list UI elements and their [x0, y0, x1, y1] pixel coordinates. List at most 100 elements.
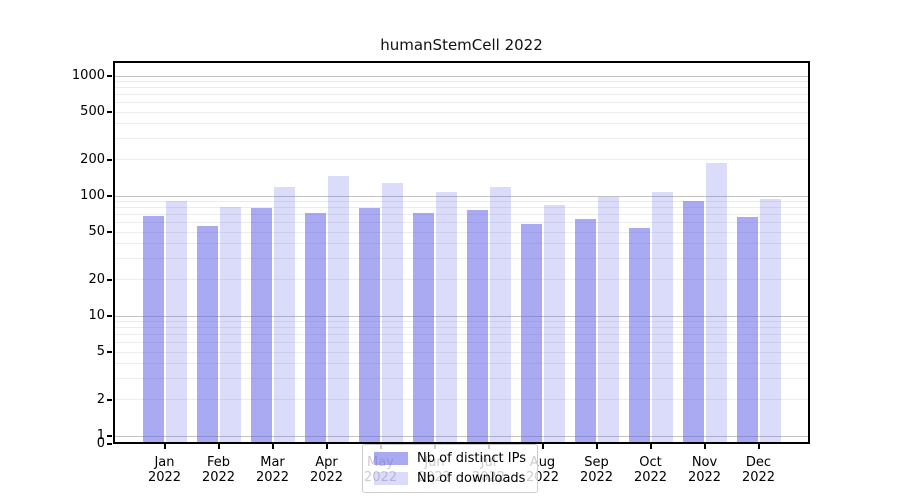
legend: Nb of distinct IPs Nb of downloads [362, 444, 538, 493]
gridline-6 [113, 342, 810, 344]
gridline-4 [113, 363, 810, 365]
y-tick-mark [107, 315, 112, 317]
x-tick-mark [541, 444, 544, 449]
x-tick-mark [757, 444, 760, 449]
y-tick-label: 100 [80, 188, 105, 203]
legend-swatch-downloads [374, 472, 409, 485]
legend-label-downloads: Nb of downloads [417, 471, 526, 486]
x-tick-mark [163, 444, 166, 449]
gridline-7 [113, 334, 810, 336]
gridline-3 [113, 378, 810, 380]
gridline-800 [113, 87, 810, 89]
bar-downloads-feb [219, 206, 241, 444]
x-tick-label: Mar 2022 [255, 455, 290, 485]
y-tick-label: 20 [88, 271, 105, 287]
bar-downloads-jun [435, 191, 457, 444]
gridline-30 [113, 258, 810, 260]
bar-ips-aug [520, 224, 542, 444]
gridline-50 [113, 231, 810, 233]
bar-ips-jul [466, 209, 488, 444]
gridline-300 [113, 138, 810, 140]
gridline-70 [113, 214, 810, 216]
gridline-1000 [113, 75, 810, 77]
gridline-9 [113, 320, 810, 322]
bar-ips-jan [142, 216, 164, 444]
y-tick-label: 500 [80, 104, 105, 120]
bar-downloads-apr [327, 175, 349, 444]
gridline-600 [113, 102, 810, 104]
gridline-700 [113, 94, 810, 96]
x-tick-label: Feb 2022 [201, 455, 236, 485]
gridline-2 [113, 399, 810, 401]
bar-ips-oct [628, 228, 650, 444]
bar-ips-may [358, 207, 380, 444]
legend-label-distinct-ips: Nb of distinct IPs [417, 451, 526, 466]
y-tick-mark [107, 351, 112, 354]
bar-downloads-aug [543, 205, 565, 444]
y-tick-mark [107, 278, 112, 281]
x-tick-mark [649, 444, 652, 449]
y-tick-mark [107, 398, 112, 401]
y-tick-label: 5 [96, 344, 105, 360]
legend-row-distinct-ips: Nb of distinct IPs [374, 451, 526, 466]
gridline-80 [113, 207, 810, 209]
x-tick-mark [271, 444, 274, 449]
x-tick-label: Dec 2022 [741, 455, 776, 485]
x-tick-label: Nov 2022 [687, 455, 722, 485]
x-tick-mark [595, 444, 598, 449]
chart-title: humanStemCell 2022 [380, 36, 543, 54]
y-tick-label: 50 [88, 224, 105, 240]
x-tick-label: Oct 2022 [633, 455, 668, 485]
y-tick-mark [107, 75, 112, 77]
x-tick-label: Apr 2022 [309, 455, 344, 485]
y-tick-label: 200 [80, 151, 105, 167]
y-tick-label: 2 [96, 391, 105, 407]
gridline-20 [113, 279, 810, 281]
y-tick-label: 1000 [71, 68, 105, 83]
bar-downloads-mar [273, 186, 295, 444]
y-tick-mark [107, 111, 112, 114]
plot-area [113, 61, 810, 444]
bar-ips-mar [250, 208, 272, 444]
bar-downloads-nov [705, 163, 727, 444]
bar-downloads-sep [597, 197, 619, 444]
gridline-90 [113, 200, 810, 202]
y-tick-mark [107, 435, 112, 437]
gridline-400 [113, 123, 810, 125]
x-tick-mark [217, 444, 220, 449]
y-tick-label: 0 [96, 436, 105, 451]
bar-downloads-dec [759, 199, 781, 444]
gridline-40 [113, 243, 810, 245]
bar-ips-apr [304, 213, 326, 444]
bar-downloads-jul [489, 187, 511, 444]
bar-ips-dec [736, 216, 758, 444]
gridline-10 [113, 315, 810, 317]
x-tick-label: Jan 2022 [147, 455, 182, 485]
gridline-8 [113, 327, 810, 329]
bar-downloads-oct [651, 192, 673, 444]
y-tick-label: 10 [88, 308, 105, 323]
gridline-200 [113, 159, 810, 161]
y-tick-mark [107, 231, 112, 234]
legend-row-downloads: Nb of downloads [374, 471, 526, 486]
bar-ips-nov [682, 201, 704, 444]
bar-downloads-may [381, 183, 403, 444]
x-tick-mark [325, 444, 328, 449]
legend-swatch-distinct-ips [374, 452, 409, 465]
bar-ips-jun [412, 213, 434, 444]
x-tick-label: Sep 2022 [579, 455, 614, 485]
gridline-1 [113, 435, 810, 437]
bar-ips-sep [574, 219, 596, 444]
y-tick-mark [107, 195, 112, 197]
gridline-100 [113, 195, 810, 197]
gridline-900 [113, 80, 810, 82]
x-tick-mark [703, 444, 706, 449]
y-tick-mark [107, 443, 112, 445]
y-tick-label: 1 [96, 428, 105, 443]
gridline-5 [113, 351, 810, 353]
gridline-60 [113, 222, 810, 224]
bar-ips-feb [196, 226, 218, 444]
y-tick-mark [107, 158, 112, 161]
gridline-500 [113, 111, 810, 113]
